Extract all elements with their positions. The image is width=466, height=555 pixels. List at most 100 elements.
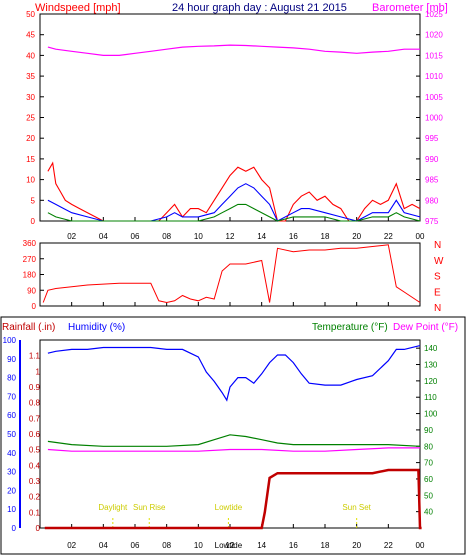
x-tick-label-panel1: 06 [131, 232, 140, 241]
y-tick-humidity: 0 [12, 524, 17, 533]
y-tick-temperature: 80 [424, 442, 433, 451]
x-tick-label-panel3: 08 [162, 541, 171, 550]
y-tick-humidity: 100 [3, 336, 17, 345]
series-wind-direction [42, 244, 421, 304]
annotation-label: Daylight [98, 503, 128, 512]
y-tick-rainfall: 0.2 [29, 493, 41, 502]
series-windspeed-gust [47, 161, 421, 222]
bottom-lowtide-label: Lowtide [215, 541, 243, 550]
header-right: Barometer [mb] [372, 2, 448, 14]
y-tick-barometer: 1005 [425, 93, 443, 102]
humidity-axis-label: Humidity (%) [68, 322, 125, 333]
y-tick-humidity: 10 [7, 505, 16, 514]
y-tick-rainfall: 0.1 [29, 508, 41, 517]
y-tick-barometer: 1025 [425, 10, 443, 19]
x-tick-label-panel1: 08 [162, 232, 171, 241]
x-tick-label-panel3: 20 [352, 541, 361, 550]
y-tick-direction: 180 [23, 271, 37, 280]
y-tick-rainfall: 0 [36, 524, 41, 533]
y-tick-direction: 270 [23, 255, 37, 264]
y-tick-rainfall: 1 [36, 367, 41, 376]
compass-label: N [434, 303, 441, 314]
y-tick-rainfall: 0.4 [29, 461, 41, 470]
series-barometer-mb- [47, 44, 420, 57]
y-tick-barometer: 1015 [425, 51, 443, 60]
y-tick-rainfall: 0.9 [29, 383, 41, 392]
x-tick-label-panel3: 06 [131, 541, 140, 550]
y-tick-barometer: 985 [425, 176, 439, 185]
x-tick-label-panel3: 00 [416, 541, 425, 550]
y-tick-windspeed: 50 [26, 10, 35, 19]
series-dew-point-f- [47, 447, 420, 452]
y-tick-windspeed: 45 [26, 31, 35, 40]
y-tick-humidity: 20 [7, 486, 16, 495]
header-center: 24 hour graph day : August 21 2015 [172, 2, 347, 14]
y-tick-rainfall: 1.1 [29, 352, 41, 361]
x-tick-label-panel1: 00 [416, 232, 425, 241]
rainfall-axis-label: Rainfall (.in) [2, 322, 55, 333]
y-tick-temperature: 60 [424, 475, 433, 484]
y-tick-temperature: 120 [424, 377, 438, 386]
y-tick-temperature: 50 [424, 491, 433, 500]
compass-label: S [434, 272, 441, 283]
x-tick-label-panel3: 22 [384, 541, 393, 550]
y-tick-temperature: 110 [424, 393, 437, 402]
y-tick-barometer: 990 [425, 155, 439, 164]
x-tick-label-panel1: 16 [289, 232, 298, 241]
x-tick-label-panel1: 04 [99, 232, 108, 241]
y-tick-barometer: 995 [425, 134, 439, 143]
y-tick-barometer: 975 [425, 217, 439, 226]
annotation-label: Sun Rise [133, 503, 166, 512]
x-tick-label-panel1: 20 [352, 232, 361, 241]
y-tick-rainfall: 0.5 [29, 446, 41, 455]
compass-label: N [434, 240, 441, 251]
series-rainfall-in- [44, 468, 422, 530]
dewpoint-axis-label: Dew Point (°F) [393, 322, 458, 333]
y-tick-rainfall: 0.6 [29, 430, 41, 439]
y-tick-humidity: 80 [7, 374, 16, 383]
header-left: Windspeed [mph] [35, 2, 121, 14]
x-tick-label-panel3: 10 [194, 541, 203, 550]
y-tick-windspeed: 15 [26, 155, 35, 164]
y-tick-direction: 360 [23, 239, 37, 248]
y-tick-humidity: 60 [7, 411, 16, 420]
x-tick-label-panel3: 14 [257, 541, 266, 550]
y-tick-windspeed: 10 [26, 176, 35, 185]
temperature-axis-label: Temperature (°F) [312, 322, 388, 333]
x-tick-label-panel1: 12 [226, 232, 235, 241]
x-tick-label-panel1: 22 [384, 232, 393, 241]
y-tick-rainfall: 0.8 [29, 399, 41, 408]
x-tick-label-panel3: 16 [289, 541, 298, 550]
y-tick-direction: 0 [32, 302, 37, 311]
x-tick-label-panel3: 18 [321, 541, 330, 550]
annotation-label: Sun Set [342, 503, 371, 512]
y-tick-windspeed: 20 [26, 134, 35, 143]
series-temperature-f- [47, 434, 421, 447]
x-tick-label-panel3: 04 [99, 541, 108, 550]
series-windspeed-low [47, 203, 421, 222]
y-tick-windspeed: 30 [26, 93, 35, 102]
chart-layer: 0202040406060808101012121414161618182020… [0, 10, 466, 555]
y-tick-barometer: 980 [425, 196, 439, 205]
y-tick-humidity: 30 [7, 468, 16, 477]
lower-section-frame [0, 316, 466, 555]
y-tick-barometer: 1020 [425, 31, 443, 40]
x-tick-label-panel1: 18 [321, 232, 330, 241]
y-tick-windspeed: 40 [26, 51, 35, 60]
annotation-label: Lowtide [215, 503, 243, 512]
x-tick-label-panel1: 10 [194, 232, 203, 241]
compass-label: W [434, 256, 444, 267]
y-tick-temperature: 90 [424, 426, 433, 435]
y-tick-direction: 90 [27, 286, 36, 295]
x-tick-label-panel1: 14 [257, 232, 266, 241]
y-tick-rainfall: 0.7 [29, 414, 41, 423]
y-tick-temperature: 70 [424, 459, 433, 468]
y-tick-humidity: 50 [7, 430, 16, 439]
y-tick-rainfall: 0.3 [29, 477, 41, 486]
y-tick-humidity: 70 [7, 392, 16, 401]
y-tick-humidity: 90 [7, 355, 16, 364]
x-tick-label-panel3: 12 [226, 541, 235, 550]
y-tick-humidity: 40 [7, 449, 16, 458]
